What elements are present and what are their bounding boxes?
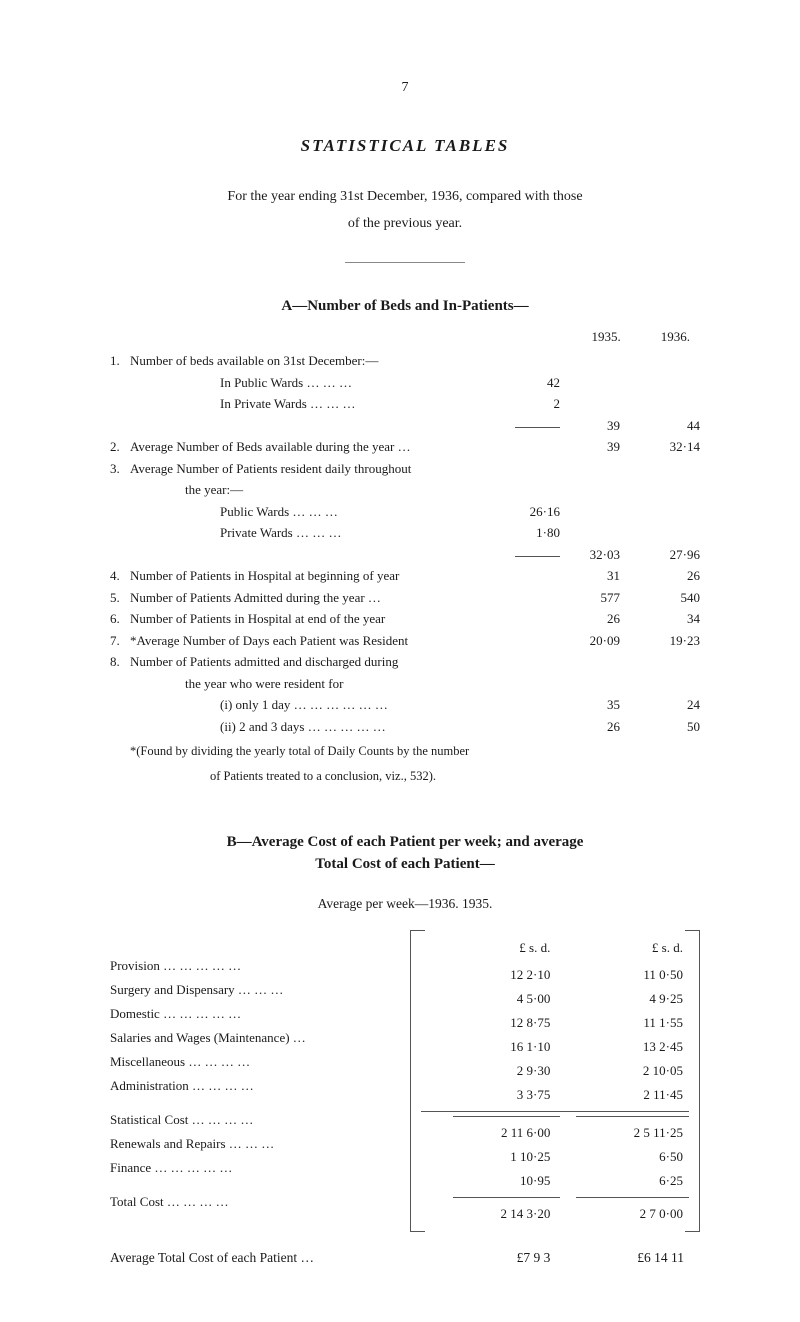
cost-value: 2 10·05 — [560, 1059, 689, 1083]
cost-value: 4 5·00 — [421, 987, 560, 1011]
avg-total-row: Average Total Cost of each Patient … £7 … — [110, 1250, 700, 1266]
row-value: 42 — [505, 373, 560, 393]
row-total: 27·96 — [620, 545, 700, 565]
cost-value: 4 9·25 — [560, 987, 689, 1011]
cost-label: Salaries and Wages (Maintenance) … — [110, 1026, 400, 1050]
row-label: Number of beds available on 31st Decembe… — [130, 351, 505, 371]
row-value: 26·16 — [505, 502, 560, 522]
section-b-title: B—Average Cost of each Patient per week;… — [110, 831, 700, 876]
row-sublabel: In Public Wards … … … — [130, 373, 505, 393]
avg-total-value: £6 14 11 — [560, 1250, 690, 1266]
cost-label: Surgery and Dispensary … … … — [110, 978, 400, 1002]
cost-value: 2 9·30 — [421, 1059, 560, 1083]
row-num: 7. — [110, 631, 130, 651]
row-label: Average Number of Beds available during … — [130, 437, 505, 457]
avg-total-value: £7 9 3 — [420, 1250, 560, 1266]
cost-value: 1 10·25 — [421, 1145, 560, 1169]
section-a-title: A—Number of Beds and In-Patients— — [110, 298, 700, 315]
divider-line — [345, 262, 465, 263]
intro-line-1: For the year ending 31st December, 1936,… — [110, 186, 700, 208]
row-sublabel: Private Wards … … … — [130, 523, 505, 543]
cost-header-right: £ s. d. — [560, 936, 689, 960]
row-label: Number of Patients in Hospital at end of… — [130, 609, 505, 629]
row-total: 26 — [560, 717, 620, 737]
table-a: 1. Number of beds available on 31st Dece… — [110, 351, 700, 786]
row-total: 50 — [620, 717, 700, 737]
row-total: 35 — [560, 695, 620, 715]
section-b-subtitle: Average per week—1936. 1935. — [110, 896, 700, 912]
row-total: 26 — [620, 566, 700, 586]
row-num: 5. — [110, 588, 130, 608]
cost-value: 12 8·75 — [421, 1011, 560, 1035]
row-value: 2 — [505, 394, 560, 414]
row-total: 540 — [620, 588, 700, 608]
cost-value: 2 11 6·00 — [421, 1121, 560, 1145]
row-total: 577 — [560, 588, 620, 608]
cost-label: Provision … … … … … — [110, 954, 400, 978]
row-total: 24 — [620, 695, 700, 715]
cost-value: 11 0·50 — [560, 963, 689, 987]
row-label: Number of Patients admitted and discharg… — [130, 652, 505, 672]
cost-value: 2 7 0·00 — [560, 1202, 689, 1226]
cost-table: Provision … … … … … Surgery and Dispensa… — [110, 930, 700, 1233]
cost-label: Domestic … … … … … — [110, 1002, 400, 1026]
cost-value: 6·25 — [560, 1169, 689, 1193]
cost-value: 16 1·10 — [421, 1035, 560, 1059]
row-total: 19·23 — [620, 631, 700, 651]
row-label: Number of Patients Admitted during the y… — [130, 588, 505, 608]
cost-label: Statistical Cost … … … … — [110, 1108, 400, 1132]
row-value: 1·80 — [505, 523, 560, 543]
year-1935: 1935. — [592, 329, 621, 345]
row-total: 39 — [560, 416, 620, 436]
main-title: STATISTICAL TABLES — [110, 136, 700, 156]
row-num: 8. — [110, 652, 130, 672]
cost-value: 2 14 3·20 — [421, 1202, 560, 1226]
footnote-line-1: *(Found by dividing the yearly total of … — [110, 742, 700, 761]
cost-label: Finance … … … … … — [110, 1156, 400, 1180]
cost-value: 6·50 — [560, 1145, 689, 1169]
page-number: 7 — [110, 80, 700, 96]
cost-value: 3 3·75 — [421, 1083, 560, 1107]
cost-value: 2 11·45 — [560, 1083, 689, 1107]
cost-header-left: £ s. d. — [421, 936, 560, 960]
row-sublabel: (ii) 2 and 3 days … … … … … — [130, 717, 505, 737]
row-total: 34 — [620, 609, 700, 629]
row-total: 39 — [560, 437, 620, 457]
row-sublabel: the year who were resident for — [130, 674, 505, 694]
row-sublabel: the year:— — [130, 480, 505, 500]
footnote-line-2: of Patients treated to a conclusion, viz… — [110, 767, 700, 786]
row-sublabel: In Private Wards … … … — [130, 394, 505, 414]
row-label: Average Number of Patients resident dail… — [130, 459, 505, 479]
cost-value: 10·95 — [421, 1169, 560, 1193]
row-num: 1. — [110, 351, 130, 371]
cost-label: Miscellaneous … … … … — [110, 1050, 400, 1074]
row-label: Number of Patients in Hospital at beginn… — [130, 566, 505, 586]
row-total: 31 — [560, 566, 620, 586]
year-1936: 1936. — [661, 329, 690, 345]
row-total: 26 — [560, 609, 620, 629]
row-num: 2. — [110, 437, 130, 457]
year-header: 1935. 1936. — [110, 329, 700, 345]
intro-line-2: of the previous year. — [110, 216, 700, 232]
row-sublabel: Public Wards … … … — [130, 502, 505, 522]
row-num: 4. — [110, 566, 130, 586]
row-num: 6. — [110, 609, 130, 629]
row-total: 44 — [620, 416, 700, 436]
cost-value: 13 2·45 — [560, 1035, 689, 1059]
cost-label: Administration … … … … — [110, 1074, 400, 1098]
row-total: 20·09 — [560, 631, 620, 651]
row-total: 32·03 — [560, 545, 620, 565]
row-num: 3. — [110, 459, 130, 479]
cost-value: 12 2·10 — [421, 963, 560, 987]
row-sublabel: (i) only 1 day … … … … … … — [130, 695, 505, 715]
cost-label: Renewals and Repairs … … … — [110, 1132, 400, 1156]
cost-value: 2 5 11·25 — [560, 1121, 689, 1145]
cost-value: 11 1·55 — [560, 1011, 689, 1035]
row-label: *Average Number of Days each Patient was… — [130, 631, 505, 651]
avg-total-label: Average Total Cost of each Patient … — [110, 1250, 410, 1266]
cost-label: Total Cost … … … … — [110, 1190, 400, 1214]
row-total: 32·14 — [620, 437, 700, 457]
